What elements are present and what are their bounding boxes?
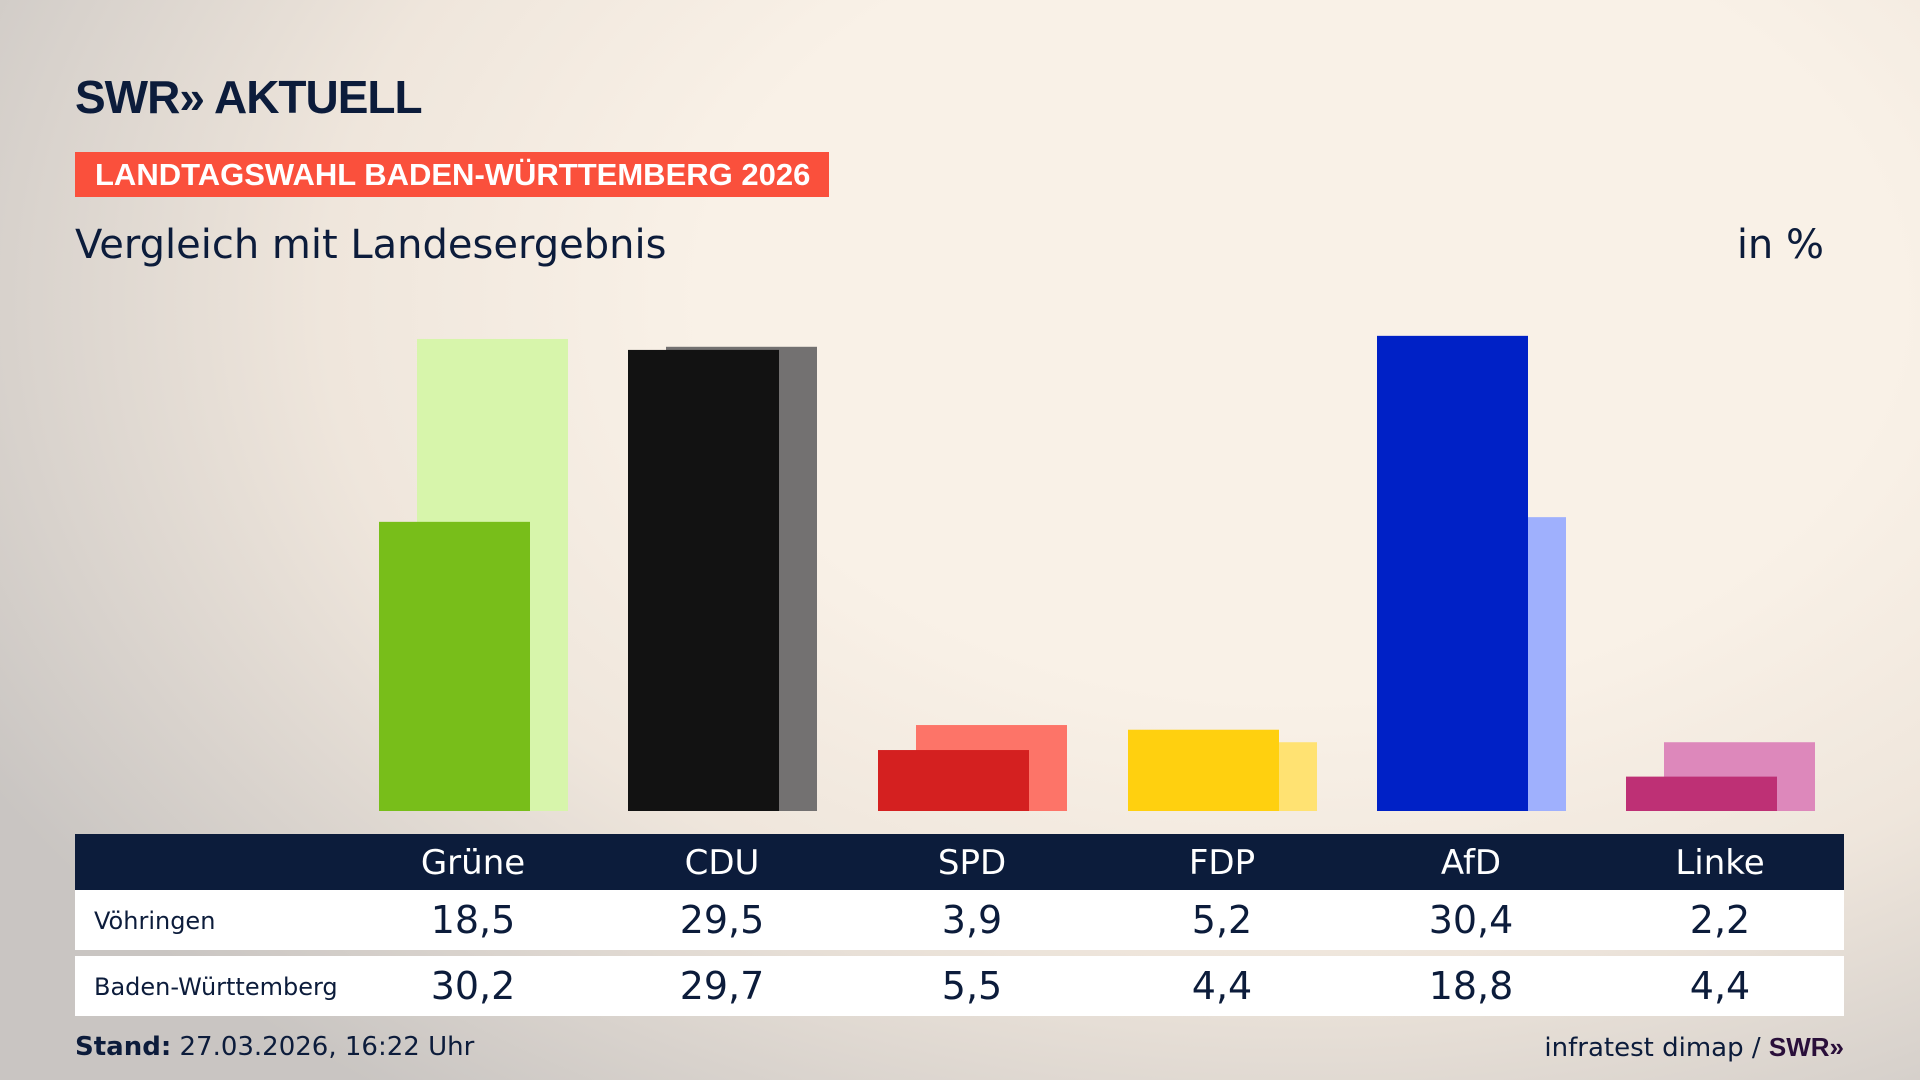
- value-cell: 4,4: [1689, 964, 1751, 1008]
- value-cell: 29,7: [679, 964, 765, 1008]
- bar-voehringen-cdu: [628, 349, 779, 811]
- value-cell: 5,2: [1191, 898, 1253, 942]
- value-cell: 30,2: [430, 964, 516, 1008]
- row-label: Baden-Württemberg: [94, 973, 338, 1001]
- column-header: AfD: [1440, 843, 1502, 883]
- value-cell: 30,4: [1428, 898, 1514, 942]
- column-header: Linke: [1675, 843, 1765, 883]
- table-row-bw: Baden-Württemberg 30,2 29,7 5,5 4,4 18,8 4,4: [75, 956, 1844, 1016]
- source: infratest dimap / SWR»: [1544, 1032, 1844, 1063]
- column-header: CDU: [684, 843, 760, 883]
- source-text: infratest dimap /: [1544, 1033, 1769, 1063]
- bar-voehringen-grüne: [379, 521, 530, 811]
- column-header: Grüne: [420, 843, 526, 883]
- swr-logo: SWR»: [1768, 1032, 1844, 1062]
- row-label: Vöhringen: [94, 907, 216, 935]
- bar-voehringen-spd: [878, 750, 1029, 811]
- table-row-voehringen: Vöhringen 18,5 29,5 3,9 5,2 30,4 2,2: [75, 890, 1844, 950]
- value-cell: 4,4: [1191, 964, 1253, 1008]
- timestamp: Stand: 27.03.2026, 16:22 Uhr: [75, 1032, 474, 1062]
- table-header: Grüne CDU SPD FDP AfD Linke: [75, 834, 1844, 890]
- column-header: FDP: [1188, 843, 1256, 883]
- unit-label: in %: [1736, 222, 1824, 268]
- value-cell: 2,2: [1689, 898, 1751, 942]
- value-cell: 18,8: [1428, 964, 1514, 1008]
- value-cell: 18,5: [430, 898, 516, 942]
- swr-aktuell-logo: SWR» AKTUELL: [75, 71, 423, 123]
- value-cell: 29,5: [679, 898, 765, 942]
- stand-label: Stand:: [75, 1032, 172, 1062]
- value-cell: 3,9: [941, 898, 1003, 942]
- bar-voehringen-afd: [1377, 335, 1528, 811]
- bar-voehringen-linke: [1626, 776, 1777, 811]
- chart-subtitle: Vergleich mit Landesergebnis: [75, 222, 667, 268]
- column-header: SPD: [937, 843, 1007, 883]
- stand-value: 27.03.2026, 16:22 Uhr: [171, 1032, 475, 1062]
- value-cell: 5,5: [941, 964, 1003, 1008]
- bar-voehringen-fdp: [1128, 729, 1279, 811]
- election-badge: LANDTAGSWAHL BADEN-WÜRTTEMBERG 2026: [75, 152, 829, 197]
